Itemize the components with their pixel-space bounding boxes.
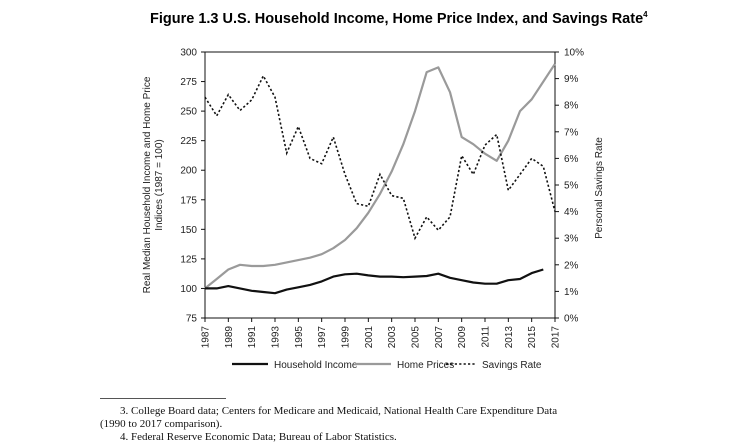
x-tick-label: 2007 xyxy=(434,326,445,349)
right-y-tick-label: 3% xyxy=(564,234,579,245)
left-y-tick-label: 250 xyxy=(180,107,197,118)
footnote-3: 3. College Board data; Centers for Medic… xyxy=(100,405,700,430)
left-y-axis-ticks: 75 100 125 150 175 200 225 250 275 300 xyxy=(180,48,205,325)
series-layer xyxy=(204,63,556,295)
right-y-tick-label: 5% xyxy=(564,181,579,192)
x-tick-label: 2017 xyxy=(551,326,562,349)
footnote-4-number: 4. xyxy=(120,431,129,443)
chart-title: Figure 1.3 U.S. Household Income, Home P… xyxy=(150,10,648,27)
x-tick-label: 2003 xyxy=(387,326,398,349)
right-y-tick-label: 10% xyxy=(564,48,584,59)
left-y-tick-label: 225 xyxy=(180,136,197,147)
series-line-home-prices xyxy=(204,63,556,290)
legend-label-household-income: Household Income xyxy=(274,360,358,371)
plot-frame xyxy=(204,51,556,319)
footnote-3-number: 3. xyxy=(120,405,129,417)
right-y-axis-label: Personal Savings Rate xyxy=(594,137,605,239)
legend-label-savings-rate: Savings Rate xyxy=(482,360,542,371)
footnote-4: 4. Federal Reserve Economic Data; Bureau… xyxy=(100,431,700,444)
x-tick-label: 2005 xyxy=(411,326,422,349)
series-line-household-income xyxy=(205,268,544,295)
right-y-axis-ticks: 0% 1% 2% 3% 4% 5% 6% 7% 8% 9% 10% xyxy=(555,48,584,325)
x-axis-ticks: 1987 1989 1991 1993 1995 1997 1999 2001 2003 2005… xyxy=(201,318,562,348)
left-y-tick-label: 75 xyxy=(186,314,198,325)
x-tick-label: 2009 xyxy=(457,326,468,349)
right-y-tick-label: 6% xyxy=(564,154,579,165)
x-tick-label: 1991 xyxy=(247,326,258,349)
x-tick-label: 2011 xyxy=(481,326,492,348)
x-tick-label: 1999 xyxy=(341,326,352,349)
right-y-tick-label: 4% xyxy=(564,207,579,218)
footnote-3-text-line1: College Board data; Centers for Medicare… xyxy=(131,405,558,417)
left-y-axis-label-line2: Indices (1987 = 100) xyxy=(154,139,165,230)
right-y-tick-label: 2% xyxy=(564,260,579,271)
x-tick-label: 1993 xyxy=(271,326,282,349)
left-y-tick-label: 125 xyxy=(180,254,197,265)
series-line-savings-rate xyxy=(204,74,556,241)
x-tick-label: 2013 xyxy=(504,326,515,349)
x-tick-label: 1989 xyxy=(224,326,235,349)
footnote-3-text-line2: (1990 to 2017 comparison). xyxy=(100,417,223,430)
left-y-tick-label: 300 xyxy=(180,48,197,59)
left-y-tick-label: 100 xyxy=(180,284,197,295)
right-y-tick-label: 1% xyxy=(564,287,579,298)
left-y-tick-label: 175 xyxy=(180,195,197,206)
footnote-divider xyxy=(100,398,226,399)
x-tick-label: 2001 xyxy=(364,326,375,349)
right-y-tick-label: 7% xyxy=(564,127,579,138)
footnote-4-text: Federal Reserve Economic Data; Bureau of… xyxy=(131,431,397,443)
x-tick-label: 1995 xyxy=(294,326,305,349)
right-y-tick-label: 9% xyxy=(564,74,579,85)
chart-legend: Household Income Home Prices Savings Rat… xyxy=(232,360,542,371)
left-y-axis-label-line1: Real Median Household Income and Home Pr… xyxy=(142,76,153,293)
x-tick-label: 2015 xyxy=(527,326,538,349)
legend-label-home-prices: Home Prices xyxy=(397,360,454,371)
right-y-tick-label: 0% xyxy=(564,314,579,325)
left-y-tick-label: 150 xyxy=(180,225,197,236)
x-tick-label: 1997 xyxy=(317,326,328,349)
left-y-tick-label: 200 xyxy=(180,166,197,177)
right-y-tick-label: 8% xyxy=(564,101,579,112)
left-y-tick-label: 275 xyxy=(180,77,197,88)
x-tick-label: 1987 xyxy=(201,326,212,349)
